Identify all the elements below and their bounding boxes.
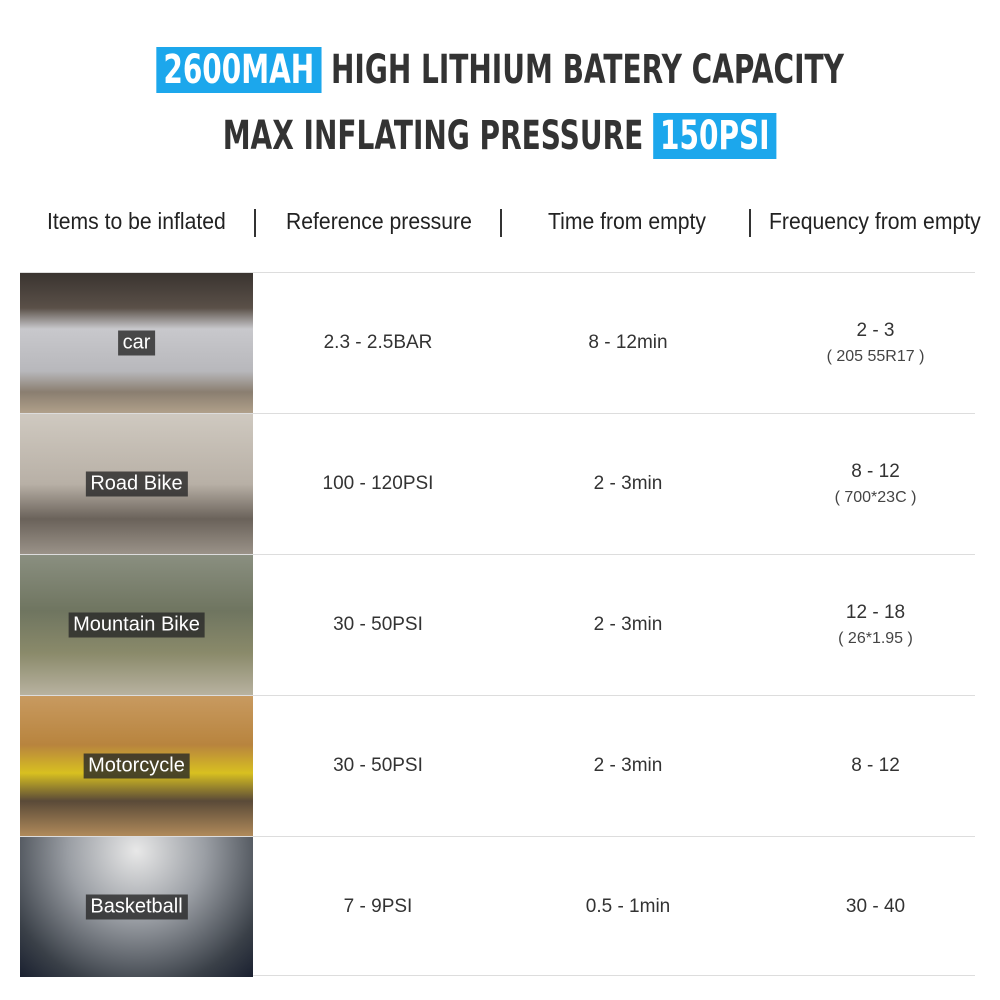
column-header-frequency: Frequency from empty	[769, 208, 981, 234]
item-label: car	[117, 330, 156, 356]
time-cell: 2 - 3min	[503, 555, 753, 695]
time-value: 2 - 3min	[593, 755, 663, 776]
capacity-text: HIGH LITHIUM BATERY CAPACITY	[330, 47, 844, 93]
header-divider	[254, 209, 256, 237]
column-header-items: Items to be inflated	[47, 208, 226, 234]
table-row: Road Bike 100 - 120PSI 2 - 3min 8 - 12 ( …	[20, 413, 975, 554]
frequency-value: 12 - 18	[845, 602, 906, 623]
basketball-image: Basketball	[20, 837, 253, 977]
pressure-highlight: 150PSI	[653, 113, 777, 159]
column-header-pressure: Reference pressure	[286, 208, 472, 234]
item-label: Road Bike	[85, 471, 188, 497]
pressure-value: 7 - 9PSI	[343, 896, 413, 917]
time-value: 2 - 3min	[593, 473, 663, 494]
headline-line-1-text: 2600MAH HIGH LITHIUM BATERY CAPACITY	[156, 46, 844, 94]
item-label: Mountain Bike	[68, 612, 205, 638]
pressure-cell: 100 - 120PSI	[253, 414, 503, 554]
pressure-value: 100 - 120PSI	[322, 473, 434, 494]
table-row: car 2.3 - 2.5BAR 8 - 12min 2 - 3 ( 205 55…	[20, 272, 975, 413]
frequency-value: 8 - 12	[851, 461, 900, 482]
frequency-value: 8 - 12	[851, 755, 900, 776]
time-cell: 2 - 3min	[503, 414, 753, 554]
table-row: Motorcycle 30 - 50PSI 2 - 3min 8 - 12	[20, 695, 975, 836]
frequency-cell: 12 - 18 ( 26*1.95 )	[753, 555, 998, 695]
time-cell: 8 - 12min	[503, 273, 753, 413]
table-row: Mountain Bike 30 - 50PSI 2 - 3min 12 - 1…	[20, 554, 975, 695]
motorcycle-image: Motorcycle	[20, 696, 253, 836]
pressure-value: 30 - 50PSI	[333, 614, 423, 635]
pressure-cell: 7 - 9PSI	[253, 837, 503, 977]
item-label: Basketball	[85, 894, 188, 920]
header-divider	[749, 209, 751, 237]
tire-size-note: ( 700*23C )	[834, 489, 917, 506]
headline-line-1: 2600MAH HIGH LITHIUM BATERY CAPACITY	[0, 46, 1000, 94]
time-value: 0.5 - 1min	[585, 896, 671, 917]
headline-line-2: MAX INFLATING PRESSURE 150PSI	[0, 112, 1000, 160]
table-row: Basketball 7 - 9PSI 0.5 - 1min 30 - 40	[20, 836, 975, 977]
pressure-cell: 30 - 50PSI	[253, 696, 503, 836]
pressure-text: MAX INFLATING PRESSURE	[223, 113, 644, 159]
mountain-bike-image: Mountain Bike	[20, 555, 253, 695]
frequency-cell: 2 - 3 ( 205 55R17 )	[753, 273, 998, 413]
pressure-value: 30 - 50PSI	[333, 755, 423, 776]
time-cell: 0.5 - 1min	[503, 837, 753, 977]
car-image: car	[20, 273, 253, 413]
pressure-value: 2.3 - 2.5BAR	[323, 332, 433, 353]
frequency-value: 30 - 40	[845, 896, 906, 917]
capacity-highlight: 2600MAH	[156, 47, 322, 93]
column-header-time: Time from empty	[548, 208, 706, 234]
frequency-value: 2 - 3	[856, 320, 895, 341]
header-divider	[500, 209, 502, 237]
tire-size-note: ( 205 55R17 )	[826, 348, 925, 365]
frequency-cell: 8 - 12	[753, 696, 998, 836]
frequency-cell: 8 - 12 ( 700*23C )	[753, 414, 998, 554]
headline-line-2-text: MAX INFLATING PRESSURE 150PSI	[223, 112, 777, 160]
pressure-cell: 2.3 - 2.5BAR	[253, 273, 503, 413]
pressure-cell: 30 - 50PSI	[253, 555, 503, 695]
time-value: 8 - 12min	[588, 332, 668, 353]
road-bike-image: Road Bike	[20, 414, 253, 554]
frequency-cell: 30 - 40	[753, 837, 998, 977]
tire-size-note: ( 26*1.95 )	[838, 630, 913, 647]
item-label: Motorcycle	[83, 753, 190, 779]
time-cell: 2 - 3min	[503, 696, 753, 836]
time-value: 2 - 3min	[593, 614, 663, 635]
